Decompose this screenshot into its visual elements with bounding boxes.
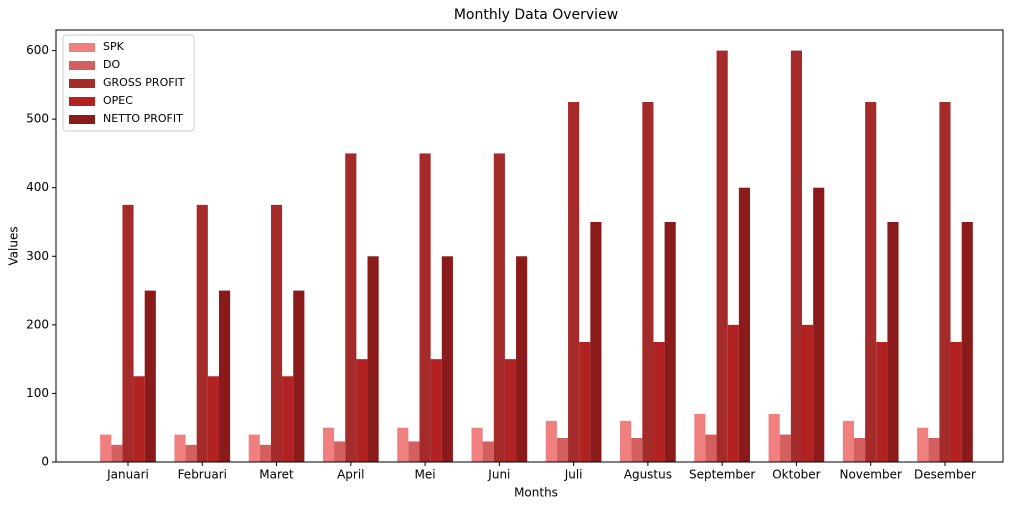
- x-tick-label: Maret: [259, 468, 294, 482]
- x-tick-label: November: [839, 468, 901, 482]
- x-tick-label: Desember: [914, 468, 976, 482]
- bar: [802, 324, 814, 462]
- bar: [664, 222, 676, 462]
- bar: [790, 50, 803, 462]
- bar: [111, 444, 123, 462]
- x-tick-label: Agustus: [624, 468, 672, 482]
- bar: [917, 427, 929, 462]
- x-tick-label: Mei: [415, 468, 436, 482]
- bar: [334, 441, 346, 462]
- legend-label: GROSS PROFIT: [103, 76, 185, 89]
- bar: [813, 187, 825, 462]
- bar: [653, 342, 665, 462]
- bar: [642, 102, 654, 462]
- bar: [950, 342, 962, 462]
- y-tick-label: 300: [26, 249, 49, 263]
- bar: [961, 222, 973, 462]
- legend-swatch: [69, 61, 95, 70]
- bar: [716, 50, 728, 462]
- bar: [419, 153, 431, 462]
- legend-label: NETTO PROFIT: [103, 112, 183, 125]
- bar: [122, 204, 134, 462]
- legend-swatch: [69, 97, 95, 106]
- bar: [579, 342, 591, 462]
- bar: [282, 376, 294, 462]
- bar: [887, 222, 899, 462]
- bar: [768, 414, 780, 462]
- plot-frame: [55, 29, 1004, 463]
- x-tick-label: Oktober: [772, 468, 820, 482]
- bar: [144, 290, 156, 462]
- x-tick-label: Februari: [178, 468, 227, 482]
- bar: [408, 441, 420, 462]
- bar: [218, 290, 231, 462]
- x-tick-label: Juli: [564, 468, 583, 482]
- bar: [865, 102, 877, 462]
- legend-label: SPK: [103, 40, 125, 53]
- y-tick-label: 100: [26, 386, 49, 400]
- bar: [482, 441, 494, 462]
- bar: [842, 420, 854, 462]
- x-tick-label: September: [689, 468, 755, 482]
- bar: [590, 222, 602, 462]
- bar: [504, 359, 517, 462]
- bar: [516, 256, 528, 462]
- x-axis-label: Months: [514, 486, 558, 500]
- bar: [270, 204, 283, 462]
- bar: [853, 438, 866, 462]
- bar: [133, 376, 145, 462]
- bar: [196, 204, 208, 462]
- bar: [185, 444, 197, 462]
- bar: [727, 324, 739, 462]
- bar: [568, 102, 580, 462]
- bar: [259, 444, 271, 462]
- bar: [430, 359, 442, 462]
- bar: [441, 256, 453, 462]
- bar: [631, 438, 643, 462]
- legend-label: DO: [103, 58, 120, 71]
- bar: [471, 427, 483, 462]
- x-tick-label: Januari: [106, 468, 149, 482]
- legend-box: [62, 34, 195, 132]
- legend-swatch: [69, 79, 95, 88]
- bar: [100, 434, 112, 462]
- x-tick-label: April: [337, 468, 364, 482]
- legend-swatch: [69, 43, 95, 52]
- bar: [293, 290, 305, 462]
- y-tick-label: 400: [26, 180, 49, 194]
- bar: [174, 434, 186, 462]
- bar: [545, 420, 557, 462]
- y-tick-label: 0: [41, 455, 49, 469]
- bar: [939, 102, 951, 462]
- y-tick-label: 200: [26, 317, 49, 331]
- bar: [493, 153, 505, 462]
- bar: [620, 420, 632, 462]
- bar: [397, 427, 409, 462]
- y-axis-label: Values: [7, 226, 21, 265]
- bar: [322, 427, 335, 462]
- bar: [928, 438, 940, 462]
- bar: [556, 438, 569, 462]
- y-tick-label: 500: [26, 112, 49, 126]
- legend-swatch: [69, 115, 95, 124]
- bar: [694, 414, 706, 462]
- bar: [367, 256, 379, 462]
- bar: [207, 376, 219, 462]
- bar: [356, 359, 368, 462]
- chart-title: Monthly Data Overview: [454, 7, 618, 23]
- bar: [248, 434, 260, 462]
- bar: [876, 342, 888, 462]
- bar: [738, 187, 751, 462]
- bar: [345, 153, 357, 462]
- x-tick-label: Juni: [487, 468, 510, 482]
- bar: [779, 434, 791, 462]
- y-tick-label: 600: [26, 43, 49, 57]
- legend-label: OPEC: [103, 94, 133, 107]
- bar: [705, 434, 717, 462]
